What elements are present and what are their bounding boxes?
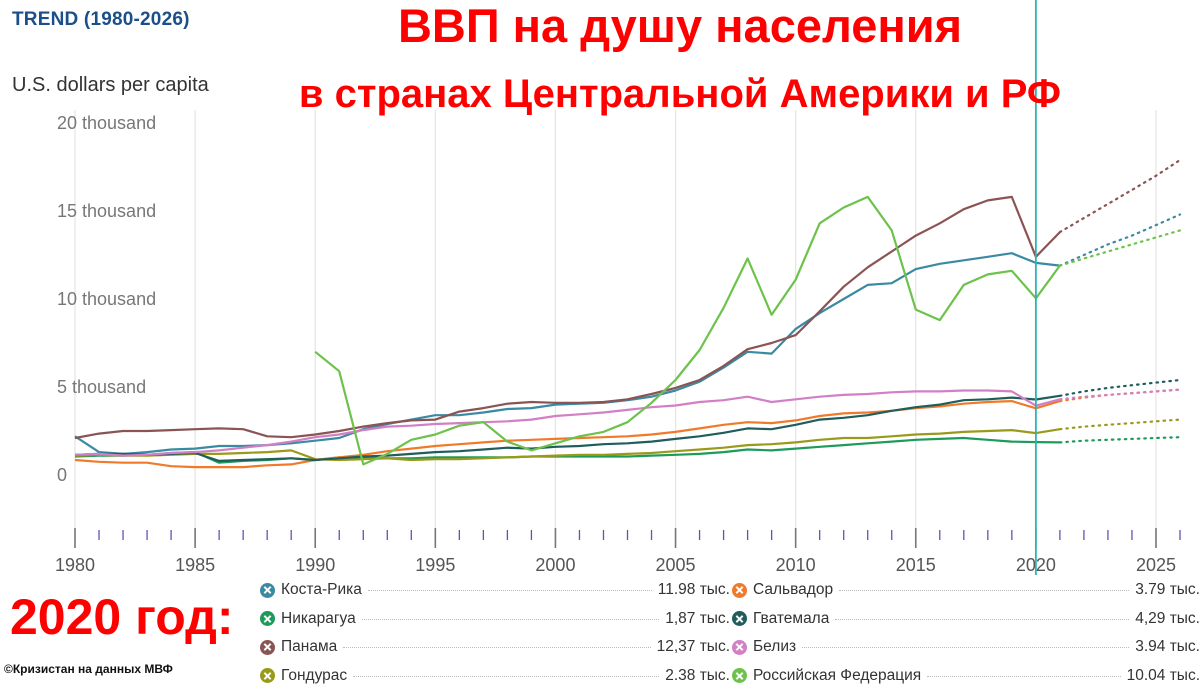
y-tick-label: 20 thousand — [57, 113, 156, 133]
series-projection-4 — [1058, 418, 1182, 431]
legend-item[interactable]: Сальвадор 3.79 тыс. — [732, 578, 1200, 602]
legend-value: 3.94 тыс. — [1135, 638, 1200, 655]
legend: Коста-Рика 11.98 тыс. Никарагуа 1,87 тыс. Па… — [256, 578, 1200, 686]
legend-marker-icon — [260, 582, 275, 598]
y-tick-label: 10 thousand — [57, 289, 156, 309]
legend-leader-dots — [835, 607, 1130, 620]
series-projection-6 — [1058, 378, 1182, 397]
legend-name: Гондурас — [281, 666, 348, 684]
legend-item[interactable]: Белиз 3.94 тыс. — [732, 635, 1200, 659]
legend-name: Панама — [281, 638, 338, 655]
series-layer — [74, 158, 1182, 469]
legend-leader-dots — [927, 664, 1121, 677]
y-tick-label: 0 — [57, 465, 67, 485]
legend-value: 11.98 тыс. — [657, 581, 730, 598]
legend-name: Сальвадор — [753, 581, 834, 598]
series-line-4 — [74, 428, 1061, 462]
x-tick-label-1985: 1985 — [175, 555, 215, 575]
legend-leader-dots — [361, 607, 660, 620]
x-tick-label-2005: 2005 — [656, 555, 696, 575]
y-tick-label: 15 thousand — [57, 201, 156, 221]
legend-name: Гватемала — [753, 609, 830, 627]
series-projection-8 — [1058, 229, 1182, 267]
grid-layer — [74, 110, 1157, 548]
legend-item[interactable]: Панама 12,37 тыс. — [260, 635, 730, 659]
legend-leader-dots — [343, 635, 651, 648]
legend-value: 3.79 тыс. — [1135, 581, 1200, 598]
legend-leader-dots — [353, 664, 660, 677]
legend-item[interactable]: Гондурас 2.38 тыс. — [260, 664, 730, 688]
credit-text: ©Кризистан на данных МВФ — [4, 662, 173, 676]
trend-label: TREND (1980-2026) — [12, 9, 190, 30]
series-line-8 — [314, 195, 1061, 466]
legend-leader-dots — [839, 578, 1130, 591]
legend-marker-icon — [260, 611, 275, 626]
legend-marker-icon — [260, 639, 275, 655]
chart-title-line2: в странах Центральной Америки и РФ — [298, 72, 1062, 116]
x-tick-label-2000: 2000 — [535, 555, 575, 575]
legend-item[interactable]: Коста-Рика 11.98 тыс. — [260, 578, 730, 602]
legend-value: 1,87 тыс. — [665, 609, 730, 627]
year-label: 2020 год: — [10, 589, 234, 645]
series-projection-3 — [1058, 158, 1182, 234]
legend-marker-icon — [732, 611, 747, 626]
series-line-1 — [74, 252, 1061, 455]
legend-marker-icon — [732, 639, 747, 655]
legend-name: Никарагуа — [281, 609, 356, 627]
y-axis-ticks: 0 5 thousand 10 thousand 15 thousand 20 thou… — [57, 113, 156, 485]
legend-value: 10.04 тыс. — [1126, 666, 1200, 684]
legend-value: 2.38 тыс. — [665, 666, 730, 684]
x-tick-label-2025: 2025 — [1136, 555, 1176, 575]
x-axis: 1980 1985 1990 1995 2000 2005 2010 2015 2020 2025 — [55, 528, 1181, 575]
series-line-6 — [74, 394, 1061, 462]
x-tick-label-2015: 2015 — [896, 555, 936, 575]
legend-name: Коста-Рика — [281, 581, 362, 598]
legend-marker-icon — [732, 668, 747, 683]
x-tick-label-1995: 1995 — [415, 555, 455, 575]
series-projection-5 — [1058, 388, 1182, 403]
legend-item[interactable]: Российская Федерация 10.04 тыс. — [732, 664, 1200, 688]
legend-value: 12,37 тыс. — [656, 638, 730, 655]
series-projection-7 — [1058, 388, 1182, 401]
x-tick-label-2010: 2010 — [776, 555, 816, 575]
x-tick-label-1990: 1990 — [295, 555, 335, 575]
series-line-3 — [74, 195, 1061, 440]
legend-value: 4,29 тыс. — [1135, 609, 1200, 627]
series-line-7 — [74, 389, 1061, 457]
series-projection-2 — [1058, 436, 1182, 444]
legend-leader-dots — [802, 635, 1130, 648]
series-projection-1 — [1058, 213, 1182, 267]
x-tick-label-1980: 1980 — [55, 555, 95, 575]
y-axis-unit-label: U.S. dollars per capita — [12, 74, 209, 96]
legend-item[interactable]: Гватемала 4,29 тыс. — [732, 607, 1200, 631]
chart-title-line1: ВВП на душу населения — [397, 0, 963, 52]
legend-item[interactable]: Никарагуа 1,87 тыс. — [260, 607, 730, 631]
legend-marker-icon — [260, 668, 275, 683]
y-tick-label: 5 thousand — [57, 377, 146, 397]
legend-leader-dots — [367, 578, 652, 591]
legend-name: Белиз — [753, 638, 797, 655]
legend-name: Российская Федерация — [753, 666, 922, 684]
legend-marker-icon — [732, 582, 747, 598]
